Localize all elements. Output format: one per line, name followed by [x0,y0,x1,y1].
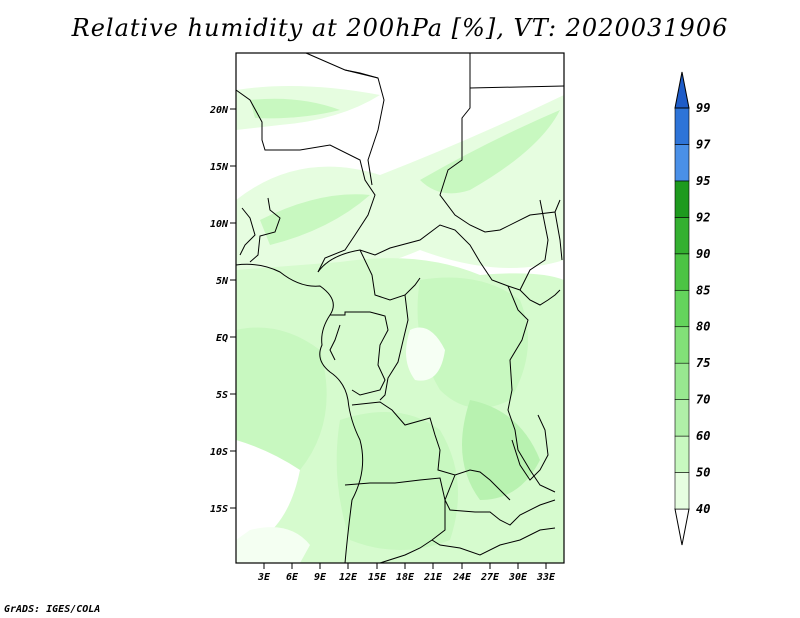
lat-label: 20N [209,105,229,116]
colorbar-label: 75 [696,356,710,370]
lon-label: 27E [480,572,500,583]
colorbar-label: 70 [696,393,710,407]
country-borders [235,52,565,564]
lat-label: 15N [210,162,229,173]
colorbar-segment [674,289,690,328]
colorbar-label: 85 [696,283,710,297]
colorbar-label: 80 [696,320,710,334]
map-frame [235,52,565,564]
colorbar-label: 92 [696,210,710,224]
colorbar-label: 97 [696,137,711,151]
lat-label: 5N [216,276,229,287]
lat-label: EQ [216,333,228,344]
lon-label: 12E [339,572,358,583]
colorbar-label: 99 [696,101,710,115]
lon-label: 18E [396,572,415,583]
lat-axis [230,108,236,509]
lon-label: 24E [452,572,472,583]
lat-labels: 20N 15N 10N 5N EQ 5S 10S 15S [209,105,229,515]
lat-label: 10N [210,219,229,230]
colorbar-label: 90 [696,247,710,261]
lon-label: 6E [286,572,299,583]
lon-axis [263,563,547,569]
lon-label: 3E [257,572,271,583]
colorbar-segment [674,399,690,437]
colorbar-segment [674,253,690,291]
colorbar-segment [674,180,690,218]
colorbar-underflow [674,508,690,546]
colorbar-segment [674,107,690,145]
lon-label: 15E [368,572,387,583]
lon-label: 30E [508,572,528,583]
lon-label: 21E [423,572,443,583]
lon-label: 33E [536,572,556,583]
colorbar-segment [674,472,690,510]
humidity-field [236,53,564,563]
colorbar-label: 60 [696,429,710,443]
colorbar-segment [674,217,690,255]
colorbar-label: 40 [696,502,710,516]
colorbar-overflow [674,71,690,109]
colorbar-segment [674,326,690,364]
colorbar-segment [674,362,690,400]
lat-label: 15S [210,504,228,515]
lat-label: 10S [210,447,228,458]
colorbar: 40 50 60 70 75 80 85 90 92 95 97 99 [674,71,711,546]
colorbar-label: 50 [696,466,710,480]
lat-label: 5S [216,390,228,401]
colorbar-segment [674,435,690,473]
lon-label: 9E [314,572,327,583]
map-title: Relative humidity at 200hPa [%], VT: 202… [71,14,729,42]
colorbar-segment [674,144,690,182]
colorbar-label: 95 [696,174,710,188]
footer-credit: GrADS: IGES/COLA [4,604,101,615]
lon-labels: 3E 6E 9E 12E 15E 18E 21E 24E 27E 30E 33E [257,572,556,583]
